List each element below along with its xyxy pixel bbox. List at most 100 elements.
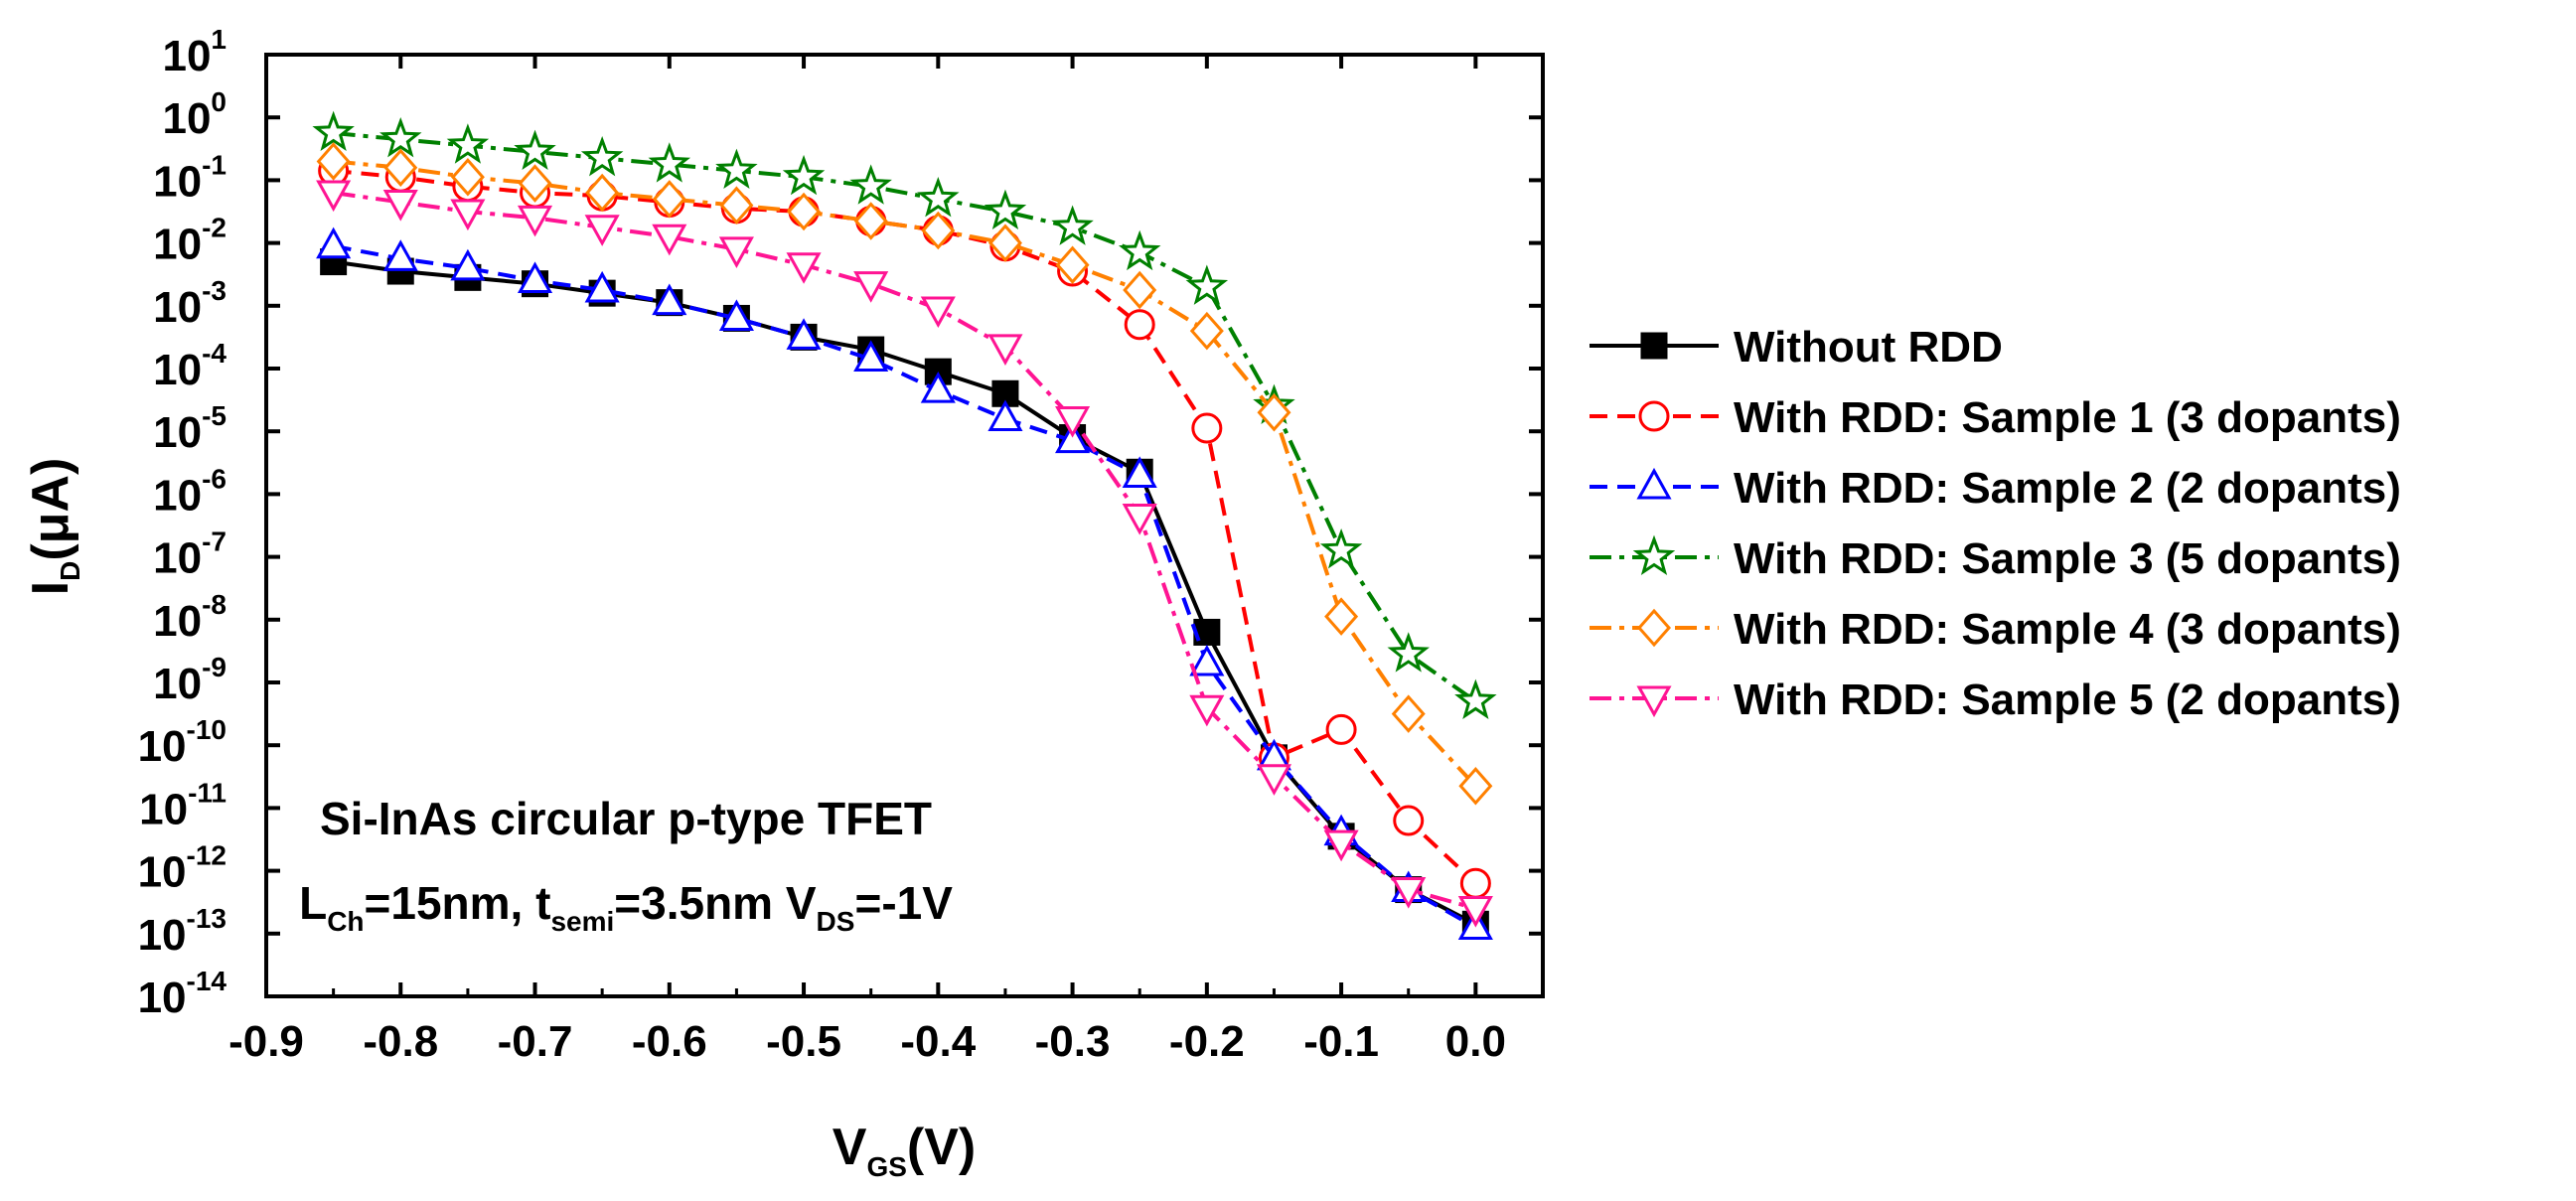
data-point [1189,311,1224,351]
legend-entry: With RDD: Sample 3 (5 dopants) [1590,534,2401,583]
legend-label: Without RDD [1734,323,2003,372]
x-tick-label: -0.7 [498,1017,573,1066]
data-point [1319,527,1363,569]
data-point [580,135,624,177]
data-point [920,372,956,403]
data-point [585,173,620,213]
legend-label: With RDD: Sample 2 (2 dopants) [1734,464,2401,513]
y-axis: 10-14 10-13 10-12 10-11 10-10 10-9 10-8 10-7 10-… [138,24,1543,1022]
data-point [718,236,754,269]
data-point [648,142,691,183]
data-point [652,224,687,256]
legend-marker [1638,400,1670,432]
x-axis-title-rest: (V) [907,1119,976,1176]
y-axis-title-main: I [22,581,79,595]
data-point [1325,713,1357,745]
y-tick-label: 10-1 [153,149,227,206]
data-point [1256,764,1292,796]
legend-entry: Without RDD [1590,323,2003,372]
data-point [987,334,1023,366]
y-tick-label: 10-5 [153,400,227,457]
legend-marker [1636,685,1672,718]
data-point [786,318,822,350]
data-point [853,271,889,303]
data-point [652,180,686,219]
y-tick-label: 10-3 [153,275,227,332]
data-point [920,296,956,329]
series-5 [316,142,1493,806]
svg-text:ID(μA): ID(μA) [22,458,85,596]
legend-entry: With RDD: Sample 1 (3 dopants) [1590,393,2401,442]
data-point [787,192,822,231]
y-tick-label: 10-8 [153,589,227,646]
x-tick-label: -0.9 [228,1017,304,1066]
data-point [316,226,352,259]
data-point [584,215,620,246]
series-4 [312,110,1497,720]
data-point [450,157,485,197]
y-tick-label: 10-7 [153,526,227,583]
y-axis-title-rest: (μA) [22,458,79,561]
data-point [853,340,889,373]
annotation-line1: Si-InAs circular p-type TFET [320,793,932,844]
data-point [849,164,892,205]
data-point [1185,264,1229,305]
data-point [1124,309,1155,341]
data-point [917,177,960,218]
data-point [517,261,553,294]
data-point [518,164,552,203]
data-point [1055,421,1091,454]
legend-entry: With RDD: Sample 2 (2 dopants) [1590,464,2401,513]
data-point [853,202,888,240]
legend-marker [1636,467,1672,500]
data-point [316,142,351,181]
y-tick-label: 100 [162,86,227,143]
legend-entry: With RDD: Sample 5 (2 dopants) [1590,676,2401,724]
data-point [786,252,822,284]
data-point [984,189,1027,230]
data-point [1458,767,1493,806]
data-point [718,299,754,331]
data-point [1457,896,1493,928]
legend: Without RDD With RDD: Sample 1 (3 dopants… [1590,323,2401,724]
legend-marker [1632,534,1676,576]
y-tick-label: 101 [162,24,227,80]
x-tick-label: -0.4 [900,1017,976,1066]
y-tick-label: 10-2 [153,213,227,269]
data-point [1324,597,1359,636]
data-point [316,180,352,213]
data-point [517,205,553,237]
data-point [382,239,418,271]
legend-marker [1636,608,1672,648]
data-point [1391,694,1426,733]
data-point [987,399,1023,432]
data-point [584,270,620,303]
data-point [1393,805,1425,836]
data-point [1055,245,1090,284]
data-point [1118,229,1161,271]
x-tick-label: -0.3 [1035,1017,1111,1066]
data-point [1257,392,1291,432]
y-tick-label: 10-9 [153,652,227,708]
data-point [514,129,556,171]
y-tick-label: 10-12 [138,840,227,897]
data-point [1122,456,1157,488]
data-point [1391,877,1427,909]
data-point [1055,406,1091,438]
data-point [1191,412,1223,444]
data-point [446,123,490,164]
data-point [312,110,355,152]
data-point [1459,867,1491,899]
x-tick-label: -0.5 [766,1017,841,1066]
x-axis: -0.9 -0.8 -0.7 -0.6 -0.5 -0.4 -0.3 -0.2 -0.1 0.0 [228,55,1506,1066]
legend-label: With RDD: Sample 4 (3 dopants) [1734,605,2401,654]
x-axis-title-main: V [833,1119,867,1176]
data-point [652,283,687,316]
y-tick-label: 10-10 [138,714,227,771]
data-point [987,224,1022,262]
x-tick-label: 0.0 [1445,1017,1506,1066]
data-point [782,154,826,196]
y-axis-title: ID(μA) [22,458,85,596]
legend-label: With RDD: Sample 3 (5 dopants) [1734,534,2401,583]
series-line [333,191,1476,911]
